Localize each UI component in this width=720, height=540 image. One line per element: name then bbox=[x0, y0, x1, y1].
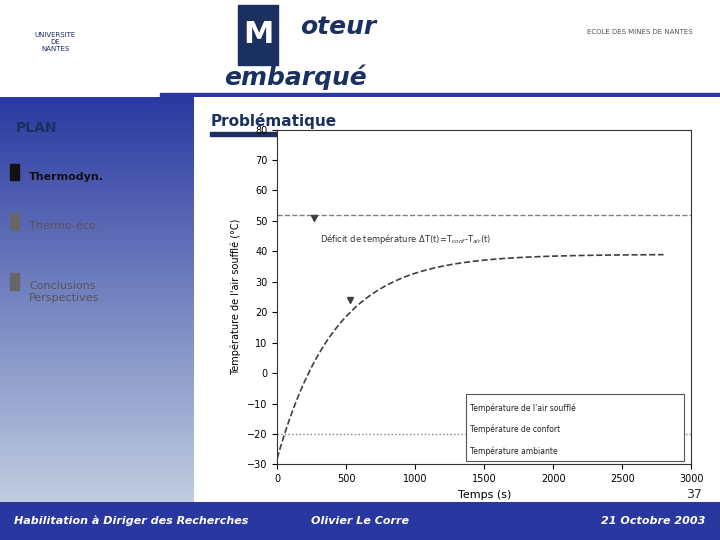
Text: Température de confort: Température de confort bbox=[470, 425, 561, 434]
Bar bbox=[0, 205, 194, 212]
Bar bbox=[0, 401, 194, 408]
Bar bbox=[0, 226, 194, 232]
Bar bbox=[0, 435, 194, 442]
Text: Habilitation à Diriger des Recherches: Habilitation à Diriger des Recherches bbox=[14, 516, 249, 526]
Bar bbox=[0, 327, 194, 333]
Bar bbox=[0, 468, 194, 475]
Bar bbox=[0, 388, 194, 394]
Bar bbox=[467, 394, 684, 461]
Bar bbox=[0, 198, 194, 205]
Bar bbox=[0, 219, 194, 226]
Bar bbox=[0, 293, 194, 300]
Bar bbox=[0, 165, 194, 172]
Bar bbox=[0, 374, 194, 381]
Text: Olivier Le Corre: Olivier Le Corre bbox=[311, 516, 409, 526]
Bar bbox=[0, 232, 194, 239]
Bar bbox=[0, 448, 194, 455]
Bar bbox=[0, 212, 194, 219]
Text: 37: 37 bbox=[686, 488, 702, 501]
Bar bbox=[0, 313, 194, 320]
Bar bbox=[0, 333, 194, 340]
Bar bbox=[0, 259, 194, 266]
Text: Thermodyn.: Thermodyn. bbox=[29, 172, 104, 182]
Bar bbox=[10, 273, 19, 289]
Bar bbox=[0, 367, 194, 374]
Text: embarqué: embarqué bbox=[224, 64, 366, 90]
Bar bbox=[0, 347, 194, 354]
Bar bbox=[0, 415, 194, 421]
Text: Déficit de température $\Delta$T(t)=T$_{conf}$-T$_{air}$(t): Déficit de température $\Delta$T(t)=T$_{… bbox=[320, 232, 491, 246]
Bar bbox=[0, 421, 194, 428]
Bar bbox=[160, 93, 720, 97]
Text: UNIVERSITE
DE
NANTES: UNIVERSITE DE NANTES bbox=[35, 32, 76, 52]
Bar bbox=[0, 320, 194, 327]
Bar bbox=[0, 158, 194, 165]
Bar bbox=[0, 361, 194, 367]
Bar bbox=[0, 455, 194, 462]
Bar bbox=[0, 442, 194, 448]
Text: oteur: oteur bbox=[300, 15, 377, 39]
Text: ECOLE DES MINES DE NANTES: ECOLE DES MINES DE NANTES bbox=[588, 29, 693, 35]
Text: PLAN: PLAN bbox=[16, 122, 57, 136]
Bar bbox=[0, 394, 194, 401]
Text: Thermo-éco.: Thermo-éco. bbox=[29, 221, 99, 231]
Bar bbox=[0, 104, 194, 111]
Text: Conclusions
Perspectives: Conclusions Perspectives bbox=[29, 281, 99, 303]
Bar bbox=[238, 5, 278, 65]
Bar bbox=[0, 496, 194, 502]
Bar bbox=[0, 151, 194, 158]
Bar bbox=[0, 111, 194, 117]
Bar bbox=[0, 462, 194, 468]
Bar bbox=[0, 192, 194, 198]
Bar bbox=[10, 213, 19, 229]
Text: Température de l'air soufflé: Température de l'air soufflé bbox=[470, 403, 576, 413]
Text: 21 Octobre 2003: 21 Octobre 2003 bbox=[601, 516, 706, 526]
Bar bbox=[10, 164, 19, 180]
Bar bbox=[0, 131, 194, 138]
Bar bbox=[0, 239, 194, 246]
Bar bbox=[0, 354, 194, 361]
Bar bbox=[0, 306, 194, 313]
Bar bbox=[0, 144, 194, 151]
Text: Température ambiante: Température ambiante bbox=[470, 446, 558, 456]
Bar bbox=[0, 273, 194, 280]
Text: Problématique: Problématique bbox=[210, 113, 336, 130]
Bar bbox=[0, 489, 194, 496]
Bar bbox=[0, 381, 194, 388]
Bar bbox=[0, 340, 194, 347]
Y-axis label: Température de l'air soufflé (°C): Température de l'air soufflé (°C) bbox=[231, 219, 241, 375]
Bar bbox=[0, 185, 194, 192]
Bar bbox=[210, 132, 400, 136]
Bar bbox=[0, 117, 194, 124]
Bar bbox=[0, 408, 194, 415]
Bar bbox=[0, 172, 194, 178]
Bar bbox=[0, 138, 194, 144]
Bar bbox=[0, 482, 194, 489]
Bar bbox=[0, 246, 194, 252]
Bar bbox=[0, 97, 194, 104]
Bar bbox=[0, 475, 194, 482]
Text: M: M bbox=[243, 19, 273, 49]
Bar bbox=[0, 124, 194, 131]
Bar bbox=[0, 252, 194, 259]
Bar bbox=[0, 428, 194, 435]
Bar bbox=[0, 300, 194, 306]
Bar bbox=[0, 280, 194, 286]
Bar bbox=[0, 286, 194, 293]
X-axis label: Temps (s): Temps (s) bbox=[457, 490, 511, 500]
Bar bbox=[0, 266, 194, 273]
Bar bbox=[0, 178, 194, 185]
